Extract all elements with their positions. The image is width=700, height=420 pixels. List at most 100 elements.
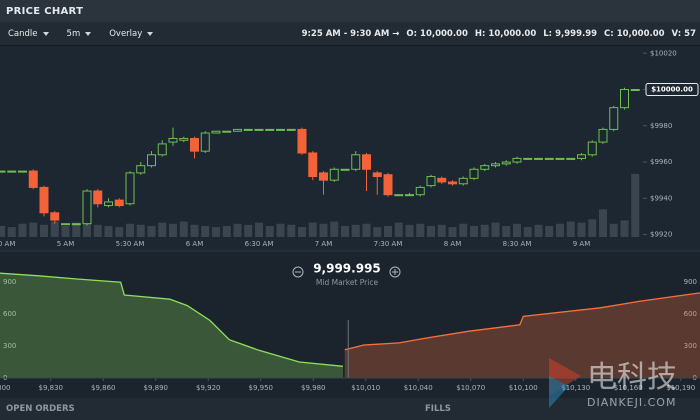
chart-area: 9,999.995 Mid Market Price $9920 $9940 $99…	[0, 46, 700, 398]
ohlc-item: L: 9,999.99	[543, 29, 597, 39]
header: PRICE CHART	[0, 0, 700, 22]
volume-bar	[0, 225, 5, 237]
ohlc-item: O: 10,000.00	[406, 29, 467, 39]
candle-body	[598, 128, 608, 143]
x-tick-label: 6 AM	[186, 240, 204, 248]
candle-body	[383, 174, 393, 196]
volume-bar	[190, 224, 199, 237]
candle-body	[319, 172, 328, 181]
ohlc-key: O:	[406, 28, 418, 39]
candle-body	[82, 190, 92, 225]
candle-body	[286, 128, 296, 131]
price-tag-label: $10000.00	[651, 86, 693, 94]
volume-bar	[265, 225, 274, 237]
candle-body	[125, 172, 135, 205]
volume-bar	[104, 225, 113, 237]
candle-body	[630, 89, 640, 92]
volume-bar	[502, 225, 511, 237]
volume-bar	[158, 222, 167, 237]
candle-body	[7, 170, 17, 173]
chart-type-dropdown[interactable]: Candle	[8, 29, 49, 39]
volume-bar	[577, 222, 586, 237]
interval-dropdown[interactable]: 5m	[67, 29, 92, 39]
volume-bar	[255, 222, 263, 237]
volume-bar	[287, 224, 296, 237]
volume-bar	[373, 227, 382, 237]
volume-bar	[212, 227, 220, 237]
candle-body	[18, 170, 27, 173]
x-tick-label: $10,160	[614, 384, 643, 392]
candle-body	[243, 128, 253, 131]
volume-bar	[427, 225, 435, 237]
volume-bar	[83, 223, 91, 237]
ohlc-key: C:	[604, 28, 614, 39]
candle-body	[555, 157, 565, 160]
zoom-in-button[interactable]	[389, 266, 401, 278]
volume-bar	[93, 224, 102, 237]
ohlc-key: L:	[543, 28, 553, 39]
volume-bar	[18, 223, 27, 237]
candle-body	[609, 107, 619, 130]
volume-bar	[491, 222, 500, 237]
y-tick-label: $10020	[650, 49, 677, 57]
volume-bar	[61, 225, 70, 237]
x-tick-label: 8 AM	[444, 240, 462, 248]
zoom-out-button[interactable]	[292, 266, 304, 278]
volume-bar	[416, 223, 425, 237]
ohlc-value: 10,000.00	[488, 28, 537, 39]
y-tick-label: $9980	[650, 122, 672, 130]
volume-bar	[7, 227, 16, 237]
candle-body	[566, 157, 576, 160]
fills-tab[interactable]: FILLS	[425, 404, 451, 414]
candle-body	[61, 223, 70, 226]
volume-bar	[136, 224, 145, 237]
volume-bar	[631, 174, 640, 237]
volume-bar	[362, 223, 371, 237]
depth-line	[0, 272, 344, 367]
candle-body	[104, 201, 113, 207]
volume-bar	[179, 221, 188, 237]
candle-body	[190, 137, 199, 152]
x-tick-label: $9,830	[39, 384, 64, 392]
volume-bar	[437, 224, 446, 237]
x-tick-label: 8:30 AM	[503, 240, 532, 248]
x-tick-label: $10,010	[351, 384, 380, 392]
candle-body	[458, 177, 468, 185]
volume-bar	[276, 223, 285, 237]
volume-bar	[523, 227, 532, 237]
x-tick-label: $10,190	[666, 384, 695, 392]
volume-bar	[448, 227, 457, 237]
volume-bar	[588, 219, 597, 237]
volume-bar	[308, 222, 317, 237]
candle-body	[534, 157, 543, 160]
price-tag	[645, 83, 699, 97]
x-tick-label: 7:30 AM	[374, 240, 403, 248]
ohlc-value: 9,999.99	[555, 28, 598, 39]
volume-bar	[298, 227, 306, 237]
zoom-out-icon	[292, 266, 304, 278]
candle-body	[501, 161, 511, 165]
candle-body	[620, 89, 629, 109]
volume-bar	[384, 225, 392, 237]
y-tick-label: 900	[684, 278, 697, 286]
candle-body	[372, 172, 382, 178]
y-tick-label: 900	[3, 278, 16, 286]
overlay-dropdown[interactable]: Overlay	[109, 29, 154, 39]
candle-body	[577, 154, 586, 159]
volume-bar	[29, 222, 38, 237]
x-tick-label: $9,860	[91, 384, 116, 392]
volume-bar	[115, 227, 124, 237]
volume-bar	[405, 224, 414, 237]
open-orders-tab[interactable]: OPEN ORDERS	[6, 404, 75, 414]
candle-body	[157, 143, 167, 156]
mid-price: 9,999.995	[313, 262, 381, 276]
x-tick-label: $9,890	[144, 384, 169, 392]
x-tick-label: $10,130	[561, 384, 590, 392]
candle-background	[0, 46, 700, 250]
volume-bar	[244, 224, 253, 237]
volume-bar	[169, 223, 177, 237]
depth-background	[0, 252, 700, 398]
volume-bar	[50, 221, 59, 237]
x-tick-label: $10,100	[509, 384, 538, 392]
